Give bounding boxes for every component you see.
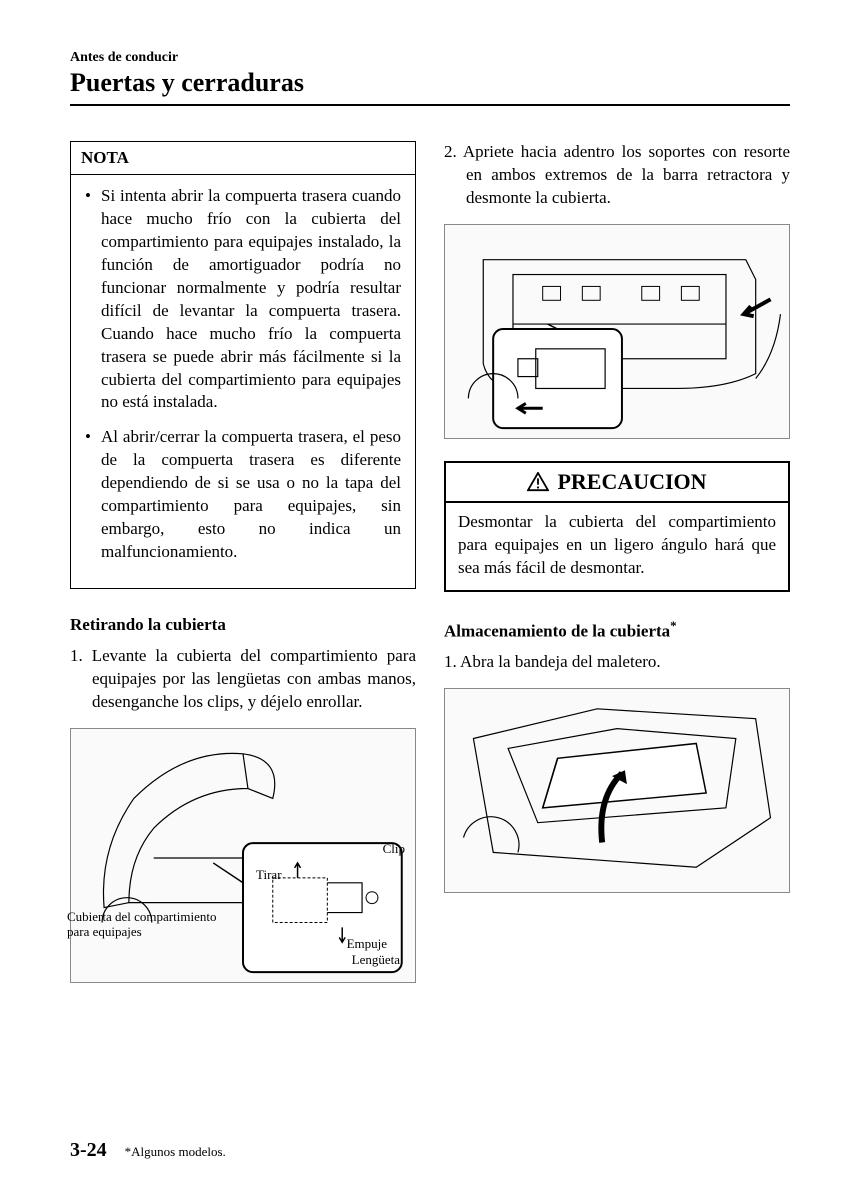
figure-boot-tray bbox=[444, 688, 790, 893]
footnote-label: Algunos modelos. bbox=[131, 1144, 226, 1159]
right-column: 2. Apriete hacia adentro los soportes co… bbox=[444, 141, 790, 983]
nota-heading: NOTA bbox=[71, 142, 415, 175]
subheading-retirando: Retirando la cubierta bbox=[70, 615, 416, 635]
figure-bar-release bbox=[444, 224, 790, 439]
label-clip: Clip bbox=[383, 841, 405, 857]
caution-body: Desmontar la cubierta del compartimiento… bbox=[446, 503, 788, 590]
footnote-star-icon: * bbox=[670, 618, 677, 633]
page-footer: 3-24 *Algunos modelos. bbox=[70, 1139, 790, 1162]
warning-triangle-icon bbox=[527, 472, 549, 492]
page-header: Antes de conducir Puertas y cerraduras bbox=[70, 50, 790, 106]
content-columns: NOTA Si intenta abrir la compuerta trase… bbox=[70, 141, 790, 983]
caution-label: PRECAUCION bbox=[557, 469, 706, 495]
breadcrumb: Antes de conducir bbox=[70, 50, 790, 66]
label-empuje: Empuje bbox=[347, 936, 387, 952]
subheading-text: Almacenamiento de la cubierta bbox=[444, 621, 670, 640]
step-1-right: 1. Abra la bandeja del maletero. bbox=[444, 651, 790, 674]
nota-item-2: Al abrir/cerrar la compuerta trasera, el… bbox=[85, 426, 401, 564]
label-cubierta: Cubierta del compartimiento para equipaj… bbox=[67, 910, 216, 940]
page-number: 3-24 bbox=[70, 1139, 107, 1162]
diagram-icon bbox=[445, 225, 789, 438]
caution-heading: PRECAUCION bbox=[446, 463, 788, 503]
subheading-almacenamiento: Almacenamiento de la cubierta* bbox=[444, 618, 790, 642]
figure-tailgate-cover-remove: Clip Tirar Empuje Lengüeta Cubierta del … bbox=[70, 728, 416, 983]
step-1-left: 1. Levante la cubierta del compartimient… bbox=[70, 645, 416, 714]
left-column: NOTA Si intenta abrir la compuerta trase… bbox=[70, 141, 416, 983]
label-tirar: Tirar bbox=[256, 867, 282, 883]
title-divider bbox=[70, 104, 790, 106]
caution-box: PRECAUCION Desmontar la cubierta del com… bbox=[444, 461, 790, 592]
footnote-text: *Algunos modelos. bbox=[125, 1144, 226, 1160]
nota-item-1: Si intenta abrir la compuerta trasera cu… bbox=[85, 185, 401, 414]
nota-body: Si intenta abrir la compuerta trasera cu… bbox=[71, 175, 415, 588]
diagram-icon bbox=[445, 689, 789, 892]
nota-box: NOTA Si intenta abrir la compuerta trase… bbox=[70, 141, 416, 589]
label-lengueta: Lengüeta bbox=[352, 952, 400, 968]
step-2-right: 2. Apriete hacia adentro los soportes co… bbox=[444, 141, 790, 210]
page-title: Puertas y cerraduras bbox=[70, 68, 790, 98]
